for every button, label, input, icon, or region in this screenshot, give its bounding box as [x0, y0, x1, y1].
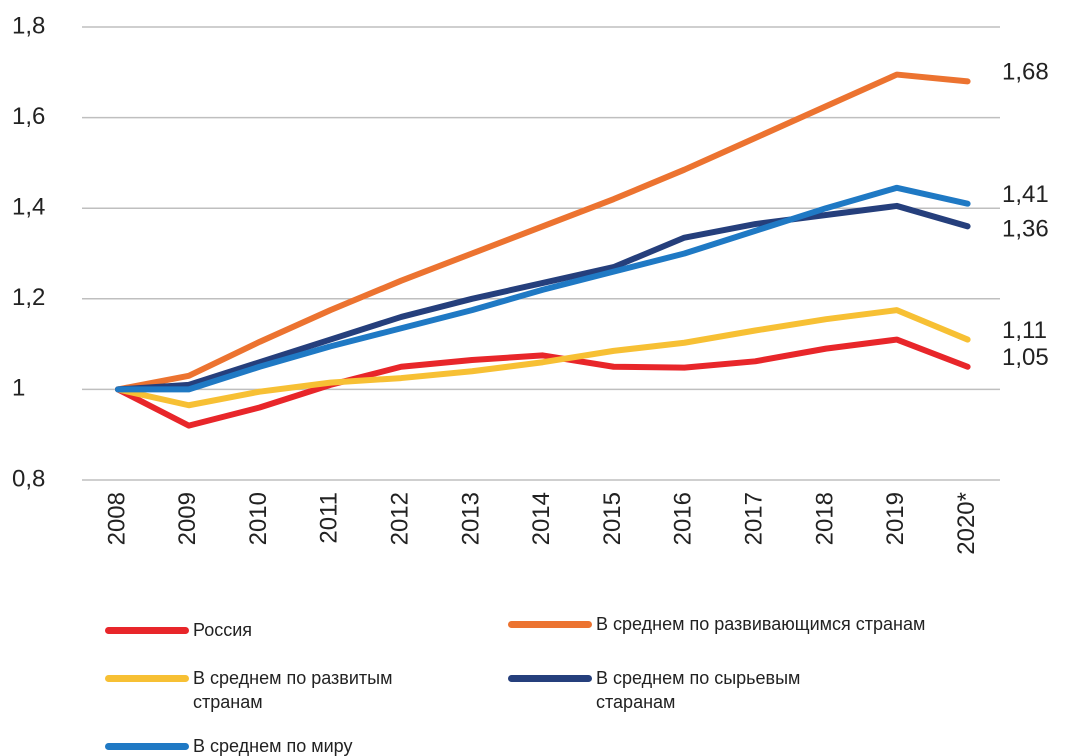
x-tick-label: 2014 [528, 492, 555, 545]
x-tick-label: 2008 [103, 492, 130, 545]
legend-swatch [508, 621, 592, 628]
x-tick-label: 2017 [741, 492, 768, 545]
data-label: 1,41 [1002, 181, 1049, 208]
legend-label: Россия [193, 620, 253, 640]
series-line [115, 336, 971, 429]
data-label: 1,11 [1002, 317, 1047, 344]
legend-swatch [105, 675, 189, 682]
legend-item: В среднем по развивающимся странам [508, 612, 936, 636]
y-tick-label: 1,6 [12, 103, 45, 130]
x-tick-label: 2015 [599, 492, 626, 545]
x-tick-label: 2019 [882, 492, 909, 545]
chart: 0,8 1 1,2 1,4 1,6 1,8 2008 2009 2010 2011 2012 2013… [12, 12, 1049, 555]
series-line [115, 307, 971, 409]
data-label: 1,36 [1002, 216, 1049, 243]
x-tick-label: 2018 [811, 492, 838, 545]
data-label: 1,05 [1002, 344, 1049, 371]
x-tick-label: 2010 [245, 492, 272, 545]
x-tick-label: 2009 [174, 492, 201, 545]
legend-item: В среднем по развитым странам [105, 666, 453, 714]
y-tick-label: 0,8 [12, 465, 45, 492]
legend-label: В среднем по миру [193, 736, 353, 756]
series-line [115, 202, 971, 393]
legend-item: В среднем по сырьевым старанам [508, 666, 826, 714]
y-tick-label: 1,4 [12, 194, 45, 221]
y-tick-label: 1 [12, 375, 25, 402]
data-label: 1,68 [1002, 59, 1049, 86]
legend-swatch [105, 627, 189, 634]
legend-label: В среднем по развивающимся странам [596, 614, 926, 634]
legend-swatch [508, 675, 592, 682]
x-tick-label: 2020* [953, 492, 980, 555]
legend-item: Россия [105, 618, 453, 642]
y-tick-label: 1,8 [12, 12, 45, 39]
legend-item: В среднем по миру [105, 734, 453, 756]
y-tick-label: 1,2 [12, 284, 45, 311]
series-line [115, 71, 971, 393]
series-line [115, 184, 971, 393]
x-tick-label: 2012 [387, 492, 414, 545]
legend-swatch [105, 743, 189, 750]
x-tick-label: 2011 [316, 492, 343, 544]
x-tick-label: 2013 [457, 492, 484, 545]
x-tick-label: 2016 [670, 492, 697, 545]
legend-label: В среднем по сырьевым старанам [596, 668, 801, 712]
legend-label: В среднем по развитым странам [193, 668, 393, 712]
